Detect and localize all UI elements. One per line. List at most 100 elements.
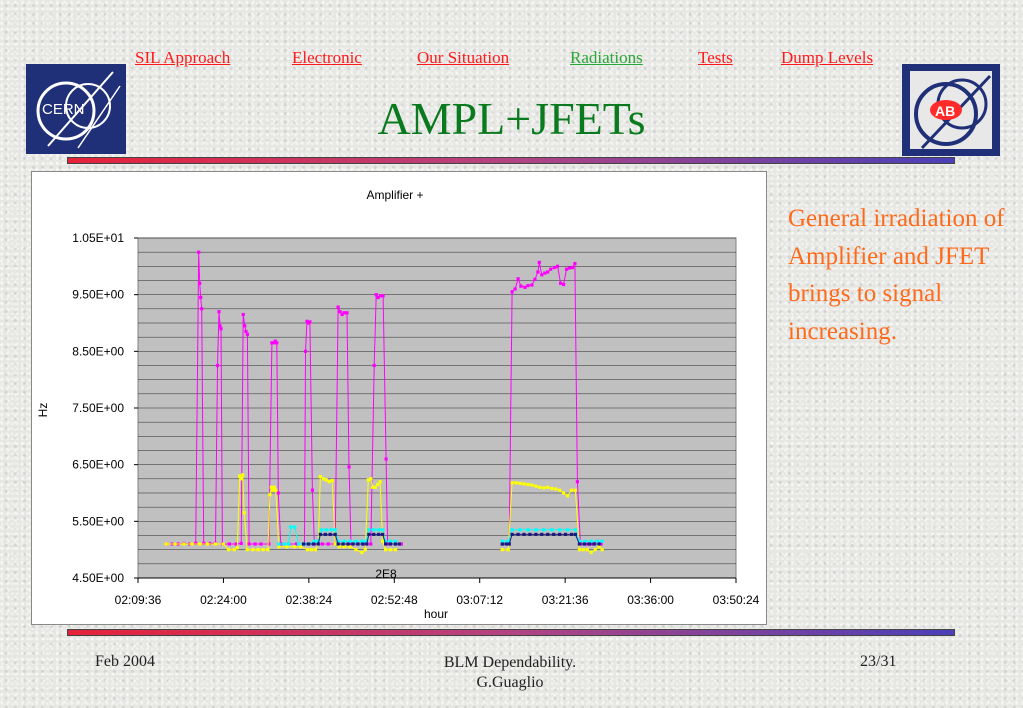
series-2-point xyxy=(542,486,546,490)
series-3-point xyxy=(329,528,333,532)
series-2-point xyxy=(600,548,604,552)
series-4-point xyxy=(504,542,508,546)
series-3-point xyxy=(287,542,291,546)
series-2-point xyxy=(271,488,275,492)
nav-link-dump-levels[interactable]: Dump Levels xyxy=(781,48,874,67)
series-2-point xyxy=(309,548,313,552)
series-1-point xyxy=(519,284,523,288)
series-3-point xyxy=(360,539,364,543)
series-3-point xyxy=(550,528,554,532)
y-tick-label: 9.50E+00 xyxy=(72,288,124,302)
series-4-point xyxy=(336,542,340,546)
series-3-point xyxy=(542,528,546,532)
series-4-point xyxy=(311,542,315,546)
nav-link-tests[interactable]: Tests xyxy=(698,48,733,67)
series-2-point xyxy=(530,483,534,487)
series-4-point xyxy=(500,542,504,546)
series-3-point xyxy=(384,539,388,543)
footer-author: G.Guaglio xyxy=(476,674,544,691)
series-1-point xyxy=(305,319,309,323)
series-3-point xyxy=(388,539,393,543)
series-1-point xyxy=(219,327,223,331)
cern-logo: CERN xyxy=(26,64,126,154)
footer-date: Feb 2004 xyxy=(95,653,155,670)
series-4-point xyxy=(372,532,376,536)
series-1-point xyxy=(276,491,280,495)
series-2-point xyxy=(381,539,385,543)
series-2-point xyxy=(238,474,242,478)
series-4-point xyxy=(563,532,568,536)
series-3-point xyxy=(583,539,587,543)
nav-link-electronic[interactable]: Electronic xyxy=(292,48,362,67)
series-1-point xyxy=(347,465,351,469)
series-2-point xyxy=(522,482,526,486)
series-2-point xyxy=(321,477,325,481)
chart-title: Amplifier + xyxy=(366,188,423,202)
series-3-point xyxy=(377,528,381,532)
nav-link-our-situation[interactable]: Our Situation xyxy=(417,48,510,67)
series-2-point xyxy=(581,548,585,552)
series-2-point xyxy=(371,485,375,489)
footer-title: BLM Dependability. xyxy=(443,654,577,671)
y-tick-label: 5.50E+00 xyxy=(72,514,124,528)
series-2-point xyxy=(546,485,550,489)
series-1-point xyxy=(369,542,373,546)
series-1-point xyxy=(536,270,540,274)
series-1-point xyxy=(342,311,346,315)
nav-link-sil-approach[interactable]: SIL Approach xyxy=(135,48,231,67)
nav-link-radiations[interactable]: Radiations xyxy=(570,48,643,67)
series-2-point xyxy=(221,542,225,546)
series-1-point xyxy=(234,542,238,546)
series-3-point xyxy=(312,539,316,543)
x-tick-label: 03:07:12 xyxy=(456,593,503,607)
series-3-point xyxy=(595,539,599,543)
series-4-point xyxy=(346,542,350,546)
series-2-point xyxy=(256,548,260,552)
series-4-point xyxy=(361,542,365,546)
series-3-point xyxy=(333,528,337,532)
series-4-point xyxy=(377,532,381,536)
series-1-point xyxy=(241,312,245,317)
series-2-point xyxy=(285,545,289,549)
series-1-point xyxy=(267,542,271,546)
series-1-point xyxy=(516,277,520,281)
series-2-point xyxy=(393,548,398,552)
series-2-point xyxy=(510,481,514,485)
series-3-point xyxy=(297,542,301,546)
series-1-point xyxy=(218,324,222,328)
series-2-point xyxy=(378,480,382,484)
series-4-point xyxy=(522,532,526,536)
series-2-point xyxy=(369,477,373,481)
series-4-point xyxy=(569,532,574,536)
series-3-point xyxy=(393,539,398,543)
series-3-point xyxy=(316,539,320,543)
series-1-point xyxy=(381,294,385,298)
series-2-point xyxy=(242,511,246,515)
series-3-point xyxy=(354,539,358,543)
series-1-point xyxy=(559,281,563,285)
series-2-point xyxy=(534,484,538,488)
series-2-point xyxy=(360,550,364,555)
series-4-point xyxy=(306,542,311,546)
amplifier-chart: Amplifier + 4.50E+00 5.50E+00 6.50E+00 7.50… xyxy=(36,188,760,621)
series-1-point xyxy=(376,295,380,300)
y-tick-label: 1.05E+01 xyxy=(72,231,124,245)
ab-logo: AB xyxy=(902,64,1000,156)
series-3-point xyxy=(518,528,522,532)
series-1-point xyxy=(270,341,274,345)
series-2-point xyxy=(569,488,574,492)
series-1-point xyxy=(308,320,312,324)
series-4-point xyxy=(333,532,337,536)
series-1-point xyxy=(523,285,527,289)
series-2-point xyxy=(585,548,589,552)
series-1-point xyxy=(533,277,537,281)
series-1-point xyxy=(197,250,201,254)
series-2-point xyxy=(538,485,542,489)
series-1-point xyxy=(320,542,324,546)
series-3-point xyxy=(336,539,340,543)
series-2-point xyxy=(324,478,328,482)
series-4-point xyxy=(301,542,306,546)
x-tick-label: 03:36:00 xyxy=(627,593,674,607)
series-2-point xyxy=(550,486,554,491)
series-1-point xyxy=(217,310,221,314)
